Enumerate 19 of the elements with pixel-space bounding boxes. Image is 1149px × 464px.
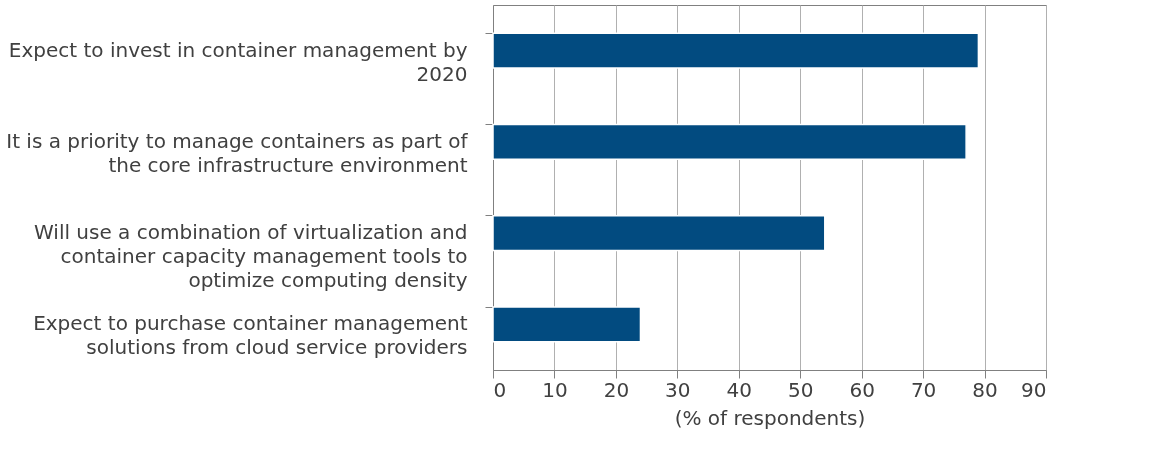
x-tick-label: 80 [972,377,998,402]
y-tick-label: Will use a combination of virtualization and container capacity management tools to optimize computing density [34,220,468,293]
y-tick-label: Expect to invest in container management by 2020 [8,37,468,86]
x-tick-label: 70 [910,377,937,402]
x-tick-label: 60 [849,377,875,402]
x-tick-label: 40 [726,377,752,402]
bar [492,215,826,252]
y-tick-label: Expect to purchase container management solutions from cloud service providers [33,311,468,360]
bar [492,32,980,69]
x-tick-label: 90 [1021,377,1047,402]
x-axis-title: (% of respondents) [674,405,866,430]
x-tick-label: 0 [493,377,507,402]
x-tick-label: 10 [542,377,568,402]
y-tick-label: It is a priority to manage containers as part of the core infrastructure environment [6,128,469,177]
x-tick-label: 30 [665,377,691,402]
bar [492,123,967,160]
x-tick-label: 20 [603,377,630,402]
x-tick-label: 50 [788,377,814,402]
bar [492,306,642,343]
